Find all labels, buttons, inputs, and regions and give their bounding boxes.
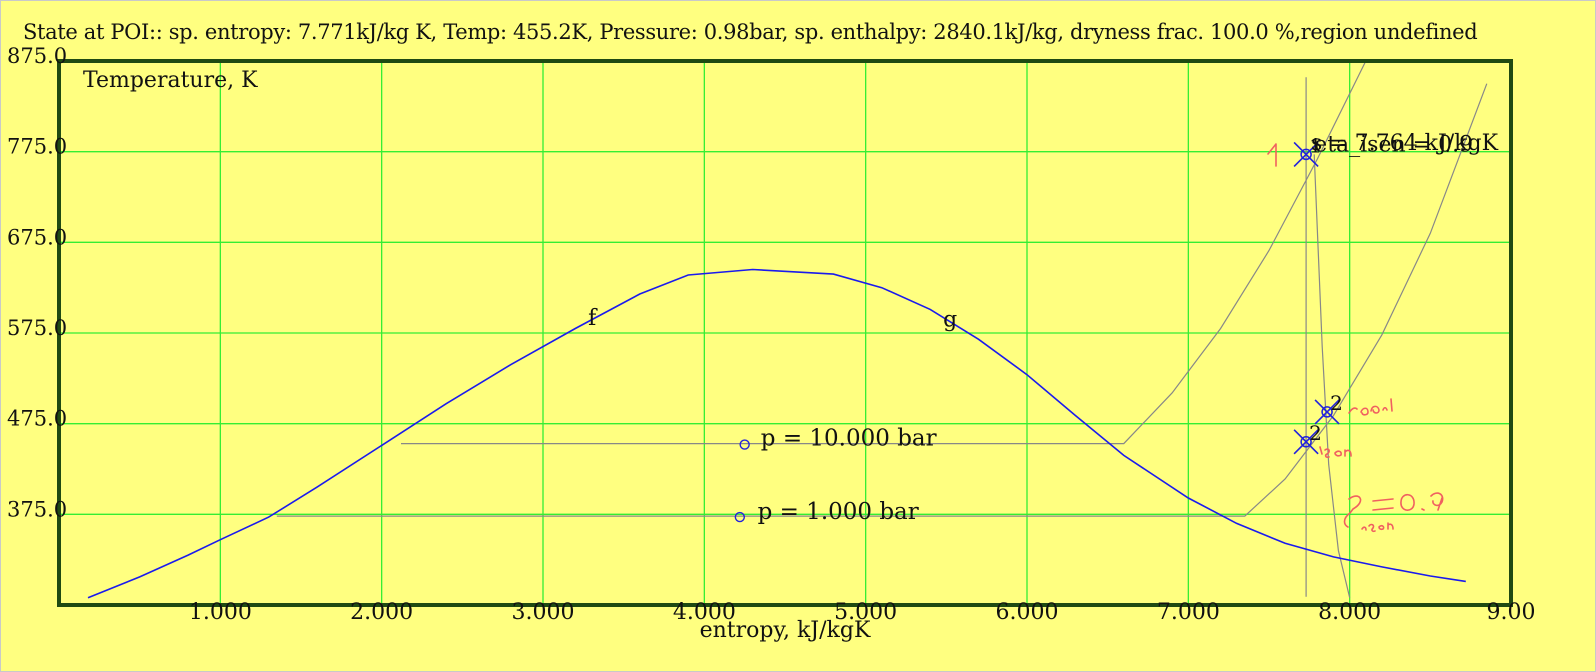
state-point-cross bbox=[1314, 399, 1340, 425]
x-tick-label: 6.000 bbox=[996, 600, 1059, 625]
x-tick-label: 3.000 bbox=[512, 600, 575, 625]
annotation-text: eta_isen = 0.9 bbox=[1314, 133, 1473, 158]
state-point-marker bbox=[1321, 406, 1333, 418]
isobar-label-marker bbox=[734, 511, 746, 523]
plot-frame bbox=[57, 59, 1513, 607]
dome-branch-label: f bbox=[588, 306, 598, 331]
dome-branch-label: g bbox=[943, 308, 957, 333]
y-tick-label: 675.0 bbox=[7, 225, 67, 249]
state-point-cross bbox=[1293, 429, 1319, 455]
isobar-label: p = 10.000 bar bbox=[761, 425, 937, 451]
x-tick-label: 5.000 bbox=[834, 600, 897, 625]
y-tick-label: 375.0 bbox=[7, 497, 67, 521]
y-tick-label: 475.0 bbox=[7, 407, 67, 431]
chart-grid bbox=[59, 61, 1511, 605]
x-axis-label: entropy, kJ/kgK bbox=[700, 618, 871, 643]
state-point-marker bbox=[1300, 436, 1312, 448]
x-tick-label: 4.000 bbox=[673, 600, 736, 625]
handwritten-efficiency-note bbox=[1343, 492, 1444, 528]
y-tick-label: 575.0 bbox=[7, 316, 67, 340]
chart-series bbox=[87, 60, 1488, 599]
state-at-poi-readout: State at POI:: sp. entropy: 7.771kJ/kg K… bbox=[23, 20, 1478, 44]
saturation-dome-line bbox=[87, 268, 1466, 599]
handwritten-real-note bbox=[1348, 398, 1393, 416]
state-point-label: 2 bbox=[1330, 391, 1343, 415]
isobar-line bbox=[276, 83, 1488, 517]
handwritten-isen-note bbox=[1319, 446, 1352, 458]
y-axis-label: Temperature, K bbox=[83, 68, 258, 93]
x-tick-label: 8.000 bbox=[1318, 600, 1381, 625]
handwritten-state-one bbox=[1267, 143, 1277, 167]
annotation-text: s = 7.764 kJ/kgK bbox=[1311, 131, 1499, 156]
handwritten-isen-subscript bbox=[1361, 522, 1394, 533]
state-point-label: 1 bbox=[1309, 133, 1322, 157]
state-point-label: 2 bbox=[1309, 421, 1322, 445]
state-point-cross bbox=[1293, 141, 1319, 167]
state-point-marker bbox=[1300, 148, 1312, 161]
x-tick-label: 9.00 bbox=[1487, 600, 1536, 625]
y-tick-label: 875.0 bbox=[7, 44, 67, 68]
expansion-line bbox=[1313, 154, 1351, 598]
isobar-label: p = 1.000 bar bbox=[758, 499, 919, 525]
x-tick-label: 1.000 bbox=[189, 600, 252, 625]
y-tick-label: 775.0 bbox=[7, 135, 67, 159]
chart-labels: 1.000 2.000 3.000 4.000 5.000 6.000 7.000 8.000… bbox=[7, 44, 1535, 643]
isobar-label-marker bbox=[739, 439, 750, 450]
x-tick-label: 7.000 bbox=[1157, 600, 1220, 625]
handwritten-notes bbox=[1267, 143, 1444, 533]
isobar-line bbox=[401, 60, 1367, 445]
x-tick-label: 2.000 bbox=[350, 600, 413, 625]
